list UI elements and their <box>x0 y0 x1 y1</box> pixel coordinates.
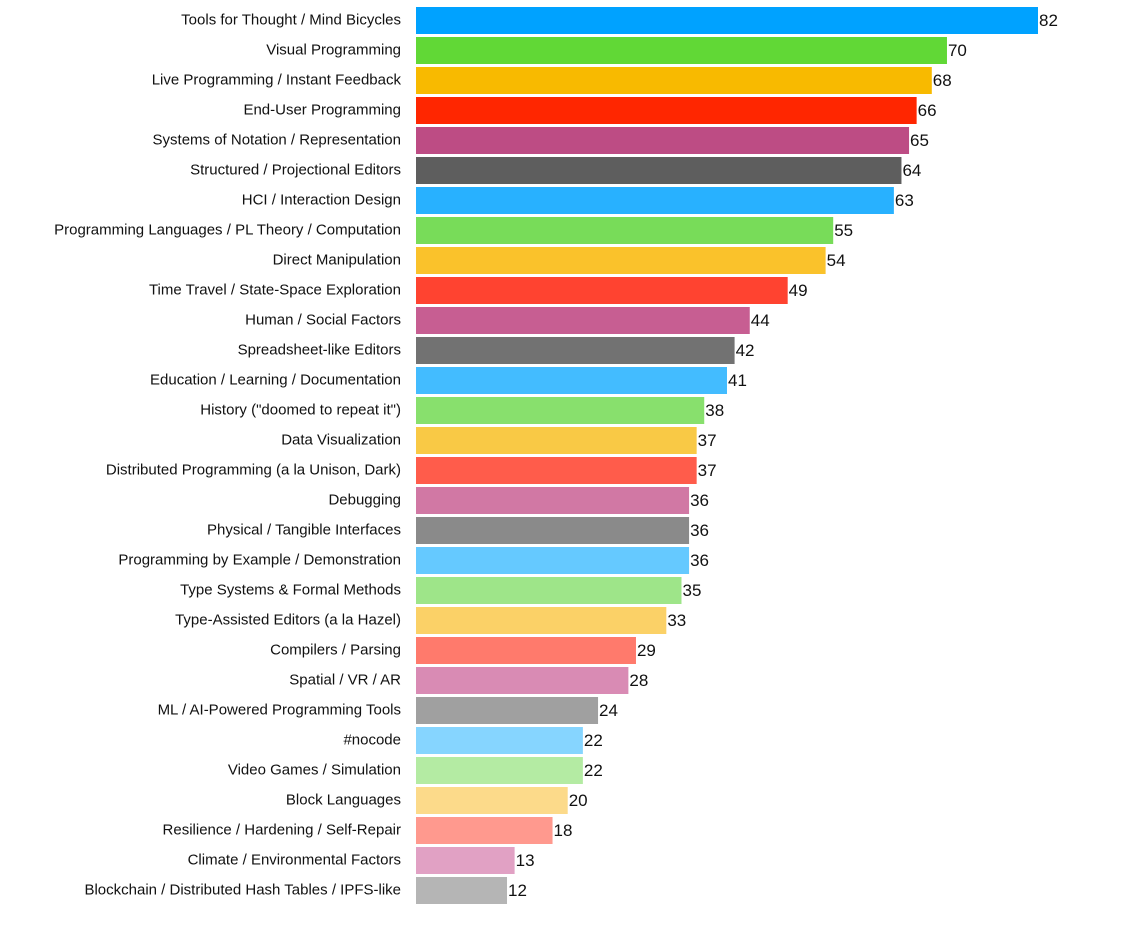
category-label: Climate / Environmental Factors <box>188 851 401 868</box>
bar <box>416 7 1038 34</box>
bar <box>416 667 629 694</box>
value-label: 42 <box>736 341 755 360</box>
bar <box>416 217 834 244</box>
bar <box>416 877 508 904</box>
category-label: Programming by Example / Demonstration <box>118 551 401 568</box>
category-label: Human / Social Factors <box>245 311 401 328</box>
bar <box>416 337 735 364</box>
bar <box>416 127 910 154</box>
bar <box>416 247 826 274</box>
bar <box>416 847 515 874</box>
value-label: 63 <box>895 191 914 210</box>
bar <box>416 757 583 784</box>
value-label: 22 <box>584 761 603 780</box>
value-label: 36 <box>690 521 709 540</box>
value-label: 13 <box>516 851 535 870</box>
category-label: Systems of Notation / Representation <box>153 131 401 148</box>
category-label: Type-Assisted Editors (a la Hazel) <box>175 611 401 628</box>
value-label: 54 <box>827 251 846 270</box>
bar <box>416 547 690 574</box>
category-label: #nocode <box>343 731 401 748</box>
bar <box>416 487 690 514</box>
bar <box>416 787 568 814</box>
category-label: Video Games / Simulation <box>228 761 401 778</box>
bar <box>416 367 727 394</box>
bar <box>416 37 947 64</box>
category-label: Debugging <box>328 491 401 508</box>
value-label: 18 <box>554 821 573 840</box>
category-label: Blockchain / Distributed Hash Tables / I… <box>84 881 401 898</box>
bar <box>416 307 750 334</box>
value-label: 22 <box>584 731 603 750</box>
value-label: 55 <box>834 221 853 240</box>
value-label: 12 <box>508 881 527 900</box>
category-label: History ("doomed to repeat it") <box>200 401 401 418</box>
bar <box>416 67 932 94</box>
bar <box>416 277 788 304</box>
bar <box>416 457 697 484</box>
bar <box>416 157 902 184</box>
value-label: 36 <box>690 491 709 510</box>
bars-layer <box>416 7 1038 904</box>
value-label: 49 <box>789 281 808 300</box>
bar <box>416 187 894 214</box>
category-label: Block Languages <box>286 791 401 808</box>
value-label: 28 <box>629 671 648 690</box>
bar <box>416 577 682 604</box>
category-label: Visual Programming <box>266 41 401 58</box>
bar <box>416 727 583 754</box>
value-label: 65 <box>910 131 929 150</box>
category-label: Structured / Projectional Editors <box>190 161 401 178</box>
category-label: Programming Languages / PL Theory / Comp… <box>54 221 401 238</box>
bar <box>416 817 553 844</box>
value-label: 24 <box>599 701 618 720</box>
value-label: 64 <box>902 161 921 180</box>
category-label: Resilience / Hardening / Self-Repair <box>163 821 401 838</box>
category-label: ML / AI-Powered Programming Tools <box>158 701 401 718</box>
value-label: 66 <box>918 101 937 120</box>
bar <box>416 97 917 124</box>
category-label: Education / Learning / Documentation <box>150 371 401 388</box>
value-label: 33 <box>667 611 686 630</box>
category-label: Compilers / Parsing <box>270 641 401 658</box>
value-label: 36 <box>690 551 709 570</box>
category-label: Distributed Programming (a la Unison, Da… <box>106 461 401 478</box>
value-label: 41 <box>728 371 747 390</box>
category-label: Data Visualization <box>281 431 401 448</box>
value-label: 20 <box>569 791 588 810</box>
value-label: 37 <box>698 431 717 450</box>
value-label: 37 <box>698 461 717 480</box>
category-labels: Tools for Thought / Mind Bicycles Visual … <box>54 11 401 898</box>
category-label: HCI / Interaction Design <box>242 191 401 208</box>
category-label: Physical / Tangible Interfaces <box>207 521 401 538</box>
category-label: Time Travel / State-Space Exploration <box>149 281 401 298</box>
value-label: 70 <box>948 41 967 60</box>
category-label: Tools for Thought / Mind Bicycles <box>181 11 401 28</box>
category-label: End-User Programming <box>243 101 401 118</box>
category-label: Type Systems & Formal Methods <box>180 581 401 598</box>
bar <box>416 637 636 664</box>
category-label: Live Programming / Instant Feedback <box>152 71 402 88</box>
value-label: 29 <box>637 641 656 660</box>
value-label: 35 <box>682 581 701 600</box>
category-label: Spreadsheet-like Editors <box>238 341 401 358</box>
category-label: Direct Manipulation <box>273 251 401 268</box>
value-label: 68 <box>933 71 952 90</box>
value-label: 82 <box>1039 11 1058 30</box>
bar <box>416 697 599 724</box>
category-label: Spatial / VR / AR <box>289 671 401 688</box>
bar <box>416 607 667 634</box>
value-label: 38 <box>705 401 724 420</box>
bar <box>416 517 690 544</box>
bar <box>416 427 697 454</box>
value-label: 44 <box>751 311 770 330</box>
bar <box>416 397 705 424</box>
